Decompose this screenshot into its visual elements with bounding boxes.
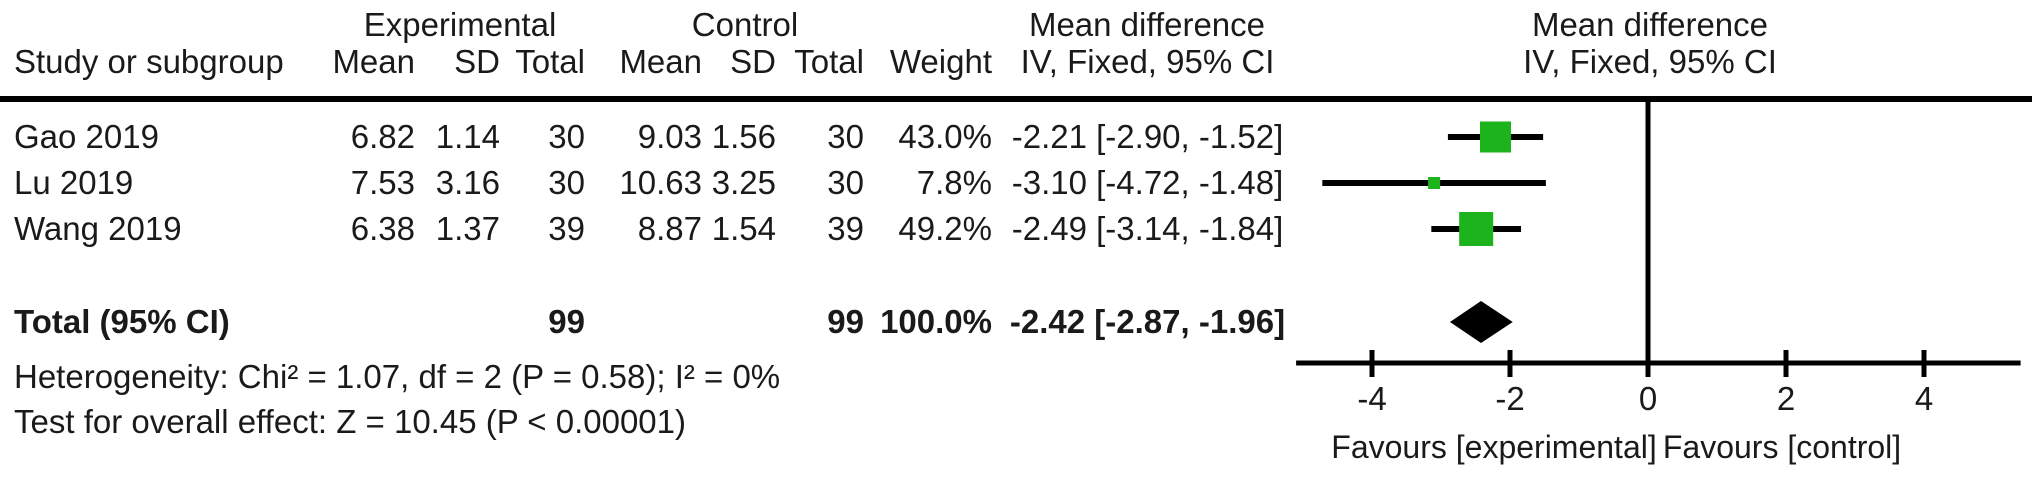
tick-label: 4 <box>1915 380 1933 417</box>
tick-label: 2 <box>1777 380 1795 417</box>
tick-label: -2 <box>1495 380 1524 417</box>
cell-sd_ctrl-row1: 3.25 <box>711 164 776 201</box>
col-header-mean-ctrl: Mean <box>619 43 702 80</box>
effect-square <box>1428 177 1441 189</box>
cell-sd_exp-row2: 1.37 <box>435 210 500 247</box>
heterogeneity-text: Heterogeneity: Chi² = 1.07, df = 2 (P = … <box>14 358 781 395</box>
cell-mean_ctrl-row0: 9.03 <box>637 118 702 155</box>
cell-study-row0: Gao 2019 <box>14 118 159 155</box>
col-header-mean-exp: Mean <box>332 43 415 80</box>
tick-label: 0 <box>1639 380 1657 417</box>
tick-label: -4 <box>1357 380 1386 417</box>
cell-total-ctrl-total: 99 <box>827 303 864 340</box>
col-header-weight: Weight <box>889 43 992 80</box>
group-header-control: Control <box>691 6 799 43</box>
header-rule <box>0 96 2032 102</box>
overall-effect-text: Test for overall effect: Z = 10.45 (P < … <box>14 403 687 440</box>
cell-mean_ctrl-row2: 8.87 <box>637 210 702 247</box>
cell-weight-row0: 43.0% <box>898 118 992 155</box>
cell-total_exp-row2: 39 <box>548 210 585 247</box>
cell-mean_exp-row1: 7.53 <box>350 164 415 201</box>
cell-total_exp-row1: 30 <box>548 164 585 201</box>
cell-mean_ctrl-row1: 10.63 <box>619 164 702 201</box>
favours-right-label: Favours [control] <box>1663 429 1901 465</box>
col-header-study: Study or subgroup <box>14 43 284 80</box>
cell-total_ctrl-row1: 30 <box>827 164 864 201</box>
cell-sd_exp-row0: 1.14 <box>435 118 500 155</box>
cell-total-weight: 100.0% <box>880 303 992 340</box>
col-header-total-ctrl: Total <box>794 43 864 80</box>
cell-ci_text-row2: -2.49 [-3.14, -1.84] <box>1011 210 1284 247</box>
cell-sd_exp-row1: 3.16 <box>435 164 500 201</box>
cell-sd_ctrl-row0: 1.56 <box>711 118 776 155</box>
cell-total_ctrl-row2: 39 <box>827 210 864 247</box>
group-header-experimental: Experimental <box>363 6 557 43</box>
col-header-sd-ctrl: SD <box>730 43 776 80</box>
group-header-mean-difference-right: Mean difference <box>1531 6 1769 43</box>
cell-total_ctrl-row0: 30 <box>827 118 864 155</box>
col-header-total-exp: Total <box>515 43 585 80</box>
cell-total-exp-total: 99 <box>548 303 585 340</box>
pooled-diamond <box>1449 301 1513 343</box>
effect-square <box>1480 121 1512 153</box>
favours-left-label: Favours [experimental] <box>1331 429 1656 465</box>
cell-study-row1: Lu 2019 <box>14 164 134 201</box>
col-header-sd-exp: SD <box>454 43 500 80</box>
cell-study-row2: Wang 2019 <box>14 210 182 247</box>
group-header-mean-difference-left: Mean difference <box>1028 6 1266 43</box>
cell-weight-row1: 7.8% <box>916 164 992 201</box>
col-header-iv-fixed-left: IV, Fixed, 95% CI <box>1020 43 1275 80</box>
cell-total-label: Total (95% CI) <box>14 303 230 340</box>
col-header-iv-fixed-right: IV, Fixed, 95% CI <box>1523 43 1777 80</box>
cell-sd_ctrl-row2: 1.54 <box>711 210 776 247</box>
cell-total_exp-row0: 30 <box>548 118 585 155</box>
cell-total-ci: -2.42 [-2.87, -1.96] <box>1009 303 1286 340</box>
cell-ci_text-row0: -2.21 [-2.90, -1.52] <box>1011 118 1284 155</box>
cell-weight-row2: 49.2% <box>898 210 992 247</box>
cell-mean_exp-row2: 6.38 <box>350 210 415 247</box>
cell-ci_text-row1: -3.10 [-4.72, -1.48] <box>1011 164 1284 201</box>
effect-square <box>1459 212 1494 246</box>
cell-mean_exp-row0: 6.82 <box>350 118 415 155</box>
